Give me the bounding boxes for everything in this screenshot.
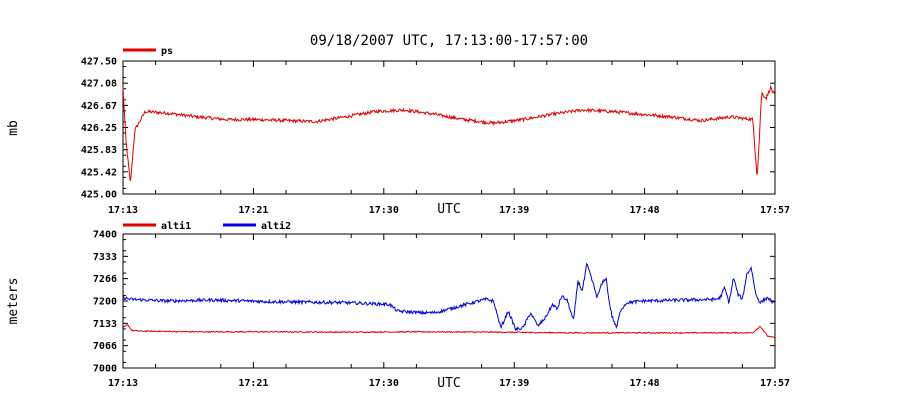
x-tick-label: 17:48: [630, 205, 660, 216]
legend-label-alti1: alti1: [161, 220, 191, 232]
y-tick-label: 426.25: [81, 123, 117, 134]
y-tick-label: 7266: [93, 274, 117, 285]
y-tick-label: 425.00: [81, 190, 117, 201]
x-tick-label: 17:13: [108, 205, 138, 216]
y-tick-label: 7200: [93, 297, 117, 308]
altitude-panel: 7400 7333 7266 7200 7133 7066 7000 17:13 17:21 17…: [6, 220, 790, 391]
plot-frame: [122, 233, 776, 369]
x-axis-label: UTC: [437, 202, 460, 217]
y-tick-label: 425.83: [81, 145, 117, 156]
plot-frame: [122, 60, 776, 195]
x-tick-label: 17:30: [369, 205, 399, 216]
x-tick-label: 17:48: [630, 378, 660, 389]
legend-label-alti2: alti2: [261, 220, 291, 232]
series-line-alti2: [122, 262, 776, 332]
x-tick-label: 17:21: [238, 378, 268, 389]
x-tick-label: 17:57: [760, 378, 790, 389]
x-tick-label: 17:21: [238, 205, 268, 216]
x-tick-label: 17:57: [760, 205, 790, 216]
series-line-alti1: [122, 324, 776, 339]
y-tick-label: 7333: [93, 252, 117, 263]
x-tick-label: 17:13: [108, 378, 138, 389]
x-tick-label: 17:30: [369, 378, 399, 389]
x-axis-label: UTC: [437, 376, 460, 391]
y-tick-label: 7400: [93, 230, 117, 241]
x-tick-label: 17:39: [499, 205, 529, 216]
legend-label-ps: ps: [161, 46, 173, 57]
y-axis-label: mb: [6, 120, 21, 136]
y-tick-label: 7133: [93, 319, 117, 330]
y-tick-label: 426.67: [81, 101, 117, 112]
y-tick-label: 425.42: [81, 167, 117, 178]
y-tick-label: 7066: [93, 341, 117, 352]
y-tick-label: 427.50: [81, 57, 117, 68]
x-tick-label: 17:39: [499, 378, 529, 389]
y-tick-label: 427.08: [81, 79, 117, 90]
chart-title: 09/18/2007 UTC, 17:13:00-17:57:00: [310, 33, 588, 49]
y-tick-label: 7000: [93, 364, 117, 375]
pressure-panel: 427.50 427.08 426.67 426.25 425.83 425.42 425.…: [6, 46, 790, 217]
y-axis-label: meters: [6, 278, 21, 325]
series-line-ps: [122, 84, 776, 182]
